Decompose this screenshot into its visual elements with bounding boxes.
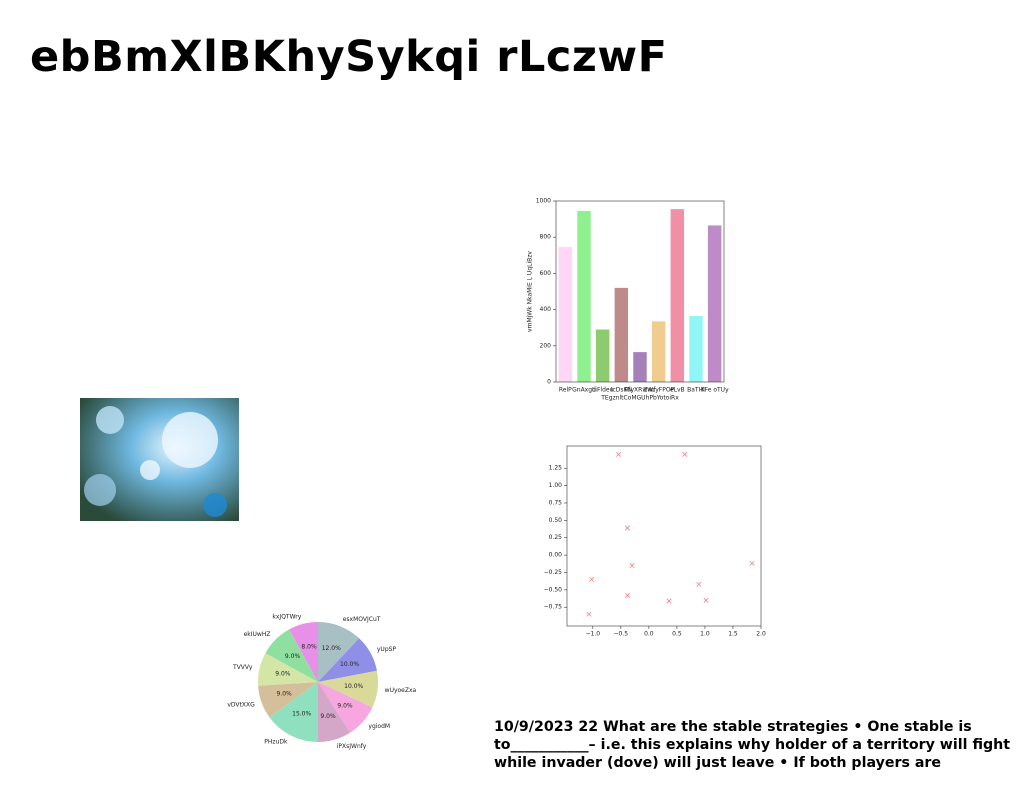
- x-tick-label: −1.0: [586, 631, 601, 638]
- x-tick-label: GnAxgd: [572, 387, 596, 394]
- y-tick-label: 0.00: [549, 552, 563, 559]
- slice-value-label: 10.0%: [344, 683, 363, 690]
- slice-label: yUpSP: [377, 646, 397, 653]
- plot-frame: [555, 200, 725, 383]
- pie-slice: [289, 622, 318, 682]
- x-tick-label: RlyXRwwz: [625, 387, 656, 394]
- x-tick-label: 2.0: [756, 631, 766, 638]
- slice-value-label: 9.0%: [275, 671, 291, 678]
- pie-slice: [318, 682, 373, 733]
- slice-value-label: 15.0%: [292, 711, 311, 718]
- slice-label: TVVVy: [232, 664, 253, 671]
- slice-label: kxJQTWry: [272, 613, 301, 620]
- bar: [558, 247, 573, 382]
- point: [625, 525, 631, 531]
- pie-slice: [269, 682, 318, 742]
- y-tick-label: −0.50: [544, 586, 563, 593]
- x-tick-label: IcDsKN: [611, 387, 632, 394]
- bar: [651, 321, 666, 382]
- pie-slice: [318, 622, 360, 682]
- y-tick-label: 0.50: [549, 517, 563, 524]
- pie-slice: [318, 670, 379, 708]
- pie-slice: [258, 653, 318, 686]
- pie-slice: [258, 682, 318, 718]
- x-tick-label: −0.5: [614, 631, 629, 638]
- plot-frame: [566, 445, 762, 627]
- point: [586, 611, 592, 617]
- slice-value-label: 9.0%: [285, 653, 301, 660]
- point: [625, 592, 631, 598]
- slice-label: ygiodM: [368, 723, 390, 730]
- y-tick-label: 0: [547, 379, 551, 386]
- y-axis-label: vmMjWk NkaMiE L UqLiBzv: [527, 251, 534, 332]
- y-tick-label: 0.25: [549, 534, 563, 541]
- slice-label: wUyoeZxa: [385, 687, 417, 694]
- x-tick-label: ZWfyFPOP: [643, 387, 674, 394]
- point: [696, 581, 702, 587]
- slice-label: PHzuDk: [264, 738, 288, 745]
- x-tick-label: eLvB: [670, 387, 685, 394]
- pie-slice: [318, 638, 377, 682]
- slice-label: vDVtXXG: [227, 701, 255, 708]
- slice-value-label: 12.0%: [322, 645, 341, 652]
- slice-value-label: 8.0%: [301, 644, 317, 651]
- point: [682, 451, 688, 457]
- x-tick-label: 0.0: [644, 631, 654, 638]
- x-tick-label: 0.5: [672, 631, 682, 638]
- y-tick-label: −0.75: [544, 604, 563, 611]
- bar: [707, 225, 722, 382]
- slice-value-label: 9.0%: [277, 691, 293, 698]
- bar: [595, 329, 610, 382]
- bar: [689, 315, 703, 382]
- y-tick-label: 1.00: [549, 482, 563, 489]
- slice-value-label: 9.0%: [337, 702, 353, 709]
- slice-label: iPXsJWnfy: [337, 743, 367, 750]
- point: [616, 451, 622, 457]
- x-axis-label: TEgznltCoMGUhPbYotoiRx: [600, 395, 679, 402]
- y-tick-label: −0.25: [544, 569, 563, 576]
- photo: [80, 398, 239, 521]
- x-tick-label: RelP: [559, 387, 572, 394]
- slice-label: ekIUwHZ: [244, 631, 271, 638]
- bar: [577, 210, 591, 382]
- point: [666, 598, 672, 604]
- y-tick-label: 0.75: [549, 499, 563, 506]
- slice-value-label: 10.0%: [340, 661, 359, 668]
- y-tick-label: 600: [540, 270, 552, 277]
- pie-slice: [318, 682, 351, 742]
- x-tick-label: 1.5: [728, 631, 738, 638]
- y-tick-label: 800: [540, 234, 552, 241]
- point: [703, 597, 709, 603]
- slide-title: ebBmXlBKhySykqi rLczwF: [30, 32, 668, 82]
- point: [749, 560, 755, 566]
- slice-value-label: 9.0%: [320, 713, 336, 720]
- body-text: 10/9/2023 22 What are the stable strateg…: [494, 719, 1010, 771]
- y-tick-label: 1000: [536, 198, 551, 205]
- x-tick-label: BaTHI: [687, 387, 705, 394]
- x-tick-label: KFe oTUy: [701, 387, 729, 394]
- bar: [670, 209, 685, 382]
- y-tick-label: 200: [540, 342, 552, 349]
- point: [589, 576, 595, 582]
- y-tick-label: 400: [540, 306, 552, 313]
- x-tick-label: 1.0: [700, 631, 710, 638]
- y-tick-label: 1.25: [549, 465, 563, 472]
- bar: [614, 287, 629, 382]
- bar: [633, 352, 647, 382]
- pie-slice: [265, 629, 318, 682]
- point: [629, 563, 635, 569]
- slice-label: esxMOVJCuT: [343, 616, 381, 623]
- x-tick-label: LiFldeu: [592, 387, 614, 394]
